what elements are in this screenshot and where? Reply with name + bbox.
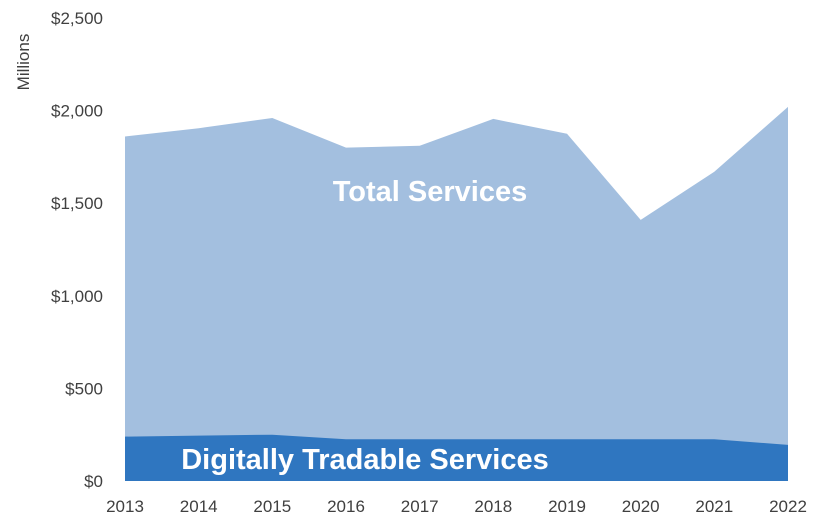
y-axis-label: Millions (14, 34, 33, 91)
x-tick-label: 2019 (548, 497, 586, 516)
x-tick-label: 2015 (253, 497, 291, 516)
y-axis-ticks: $0 $500 $1,000 $1,500 $2,000 $2,500 (51, 9, 103, 491)
x-tick-label: 2016 (327, 497, 365, 516)
series-label-total-services: Total Services (333, 176, 528, 208)
chart-areas (125, 106, 788, 482)
x-tick-label: 2020 (622, 497, 660, 516)
area-digitally-tradable-services (125, 434, 788, 481)
y-tick-label: $2,000 (51, 102, 103, 121)
x-axis-ticks: 2013 2014 2015 2016 2017 2018 2019 2020 2021 2022 (106, 497, 807, 516)
y-tick-label: $500 (65, 379, 103, 398)
y-tick-label: $2,500 (51, 9, 103, 28)
y-tick-label: $0 (84, 472, 103, 491)
x-tick-label: 2018 (474, 497, 512, 516)
y-tick-label: $1,500 (51, 194, 103, 213)
x-tick-label: 2013 (106, 497, 144, 516)
x-tick-label: 2017 (401, 497, 439, 516)
x-tick-label: 2014 (180, 497, 218, 516)
x-tick-label: 2021 (695, 497, 733, 516)
series-labels: Total Services Digitally Tradable Service… (181, 176, 549, 476)
area-total-services (125, 106, 788, 482)
y-tick-label: $1,000 (51, 287, 103, 306)
x-tick-label: 2022 (769, 497, 807, 516)
series-label-digitally-tradable-services: Digitally Tradable Services (181, 444, 549, 476)
